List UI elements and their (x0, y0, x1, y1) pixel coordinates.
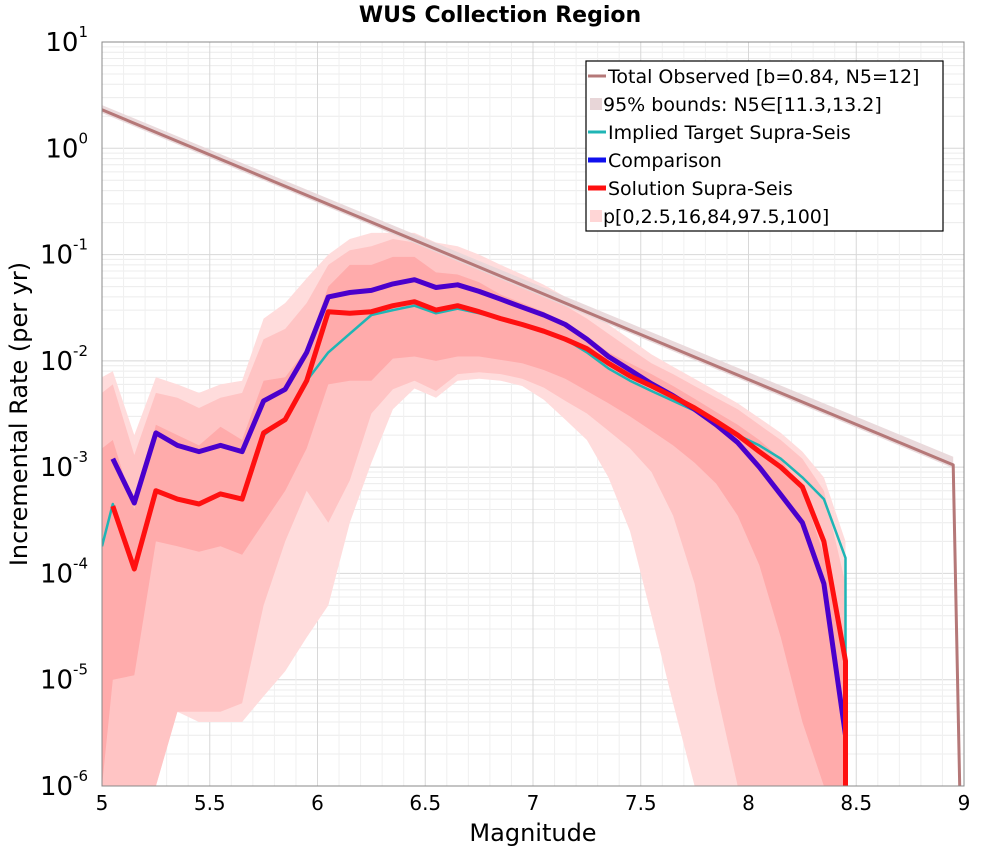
y-axis-ticks: 101 100 10-1 10-2 10-3 10-4 10-5 10-6 (40, 23, 88, 802)
y-tick-label: 100 (45, 129, 88, 164)
y-tick-label: 10-6 (40, 767, 88, 802)
legend-label: Solution Supra-Seis (608, 178, 793, 200)
x-axis-label: Magnitude (469, 819, 596, 847)
x-tick-label: 6.5 (409, 791, 441, 815)
legend-box (585, 60, 944, 232)
x-axis-ticks: 5 5.5 6 6.5 7 7.5 8 8.5 9 (96, 791, 971, 815)
x-tick-label: 5.5 (194, 791, 226, 815)
chart-title: WUS Collection Region (359, 3, 641, 28)
x-tick-label: 5 (96, 791, 109, 815)
y-tick-label: 10-2 (40, 342, 88, 377)
legend-label: Implied Target Supra-Seis (608, 122, 851, 144)
x-tick-label: 6 (311, 791, 324, 815)
x-tick-label: 7 (527, 791, 540, 815)
y-tick-label: 10-4 (40, 554, 88, 589)
y-tick-label: 101 (45, 23, 88, 58)
series-lines (102, 108, 962, 787)
x-tick-label: 8.5 (840, 791, 872, 815)
x-tick-label: 9 (958, 791, 971, 815)
legend-label: p[0,2.5,16,84,97.5,100] (603, 206, 829, 228)
x-tick-label: 7.5 (625, 791, 657, 815)
series-comparison (110, 277, 848, 786)
y-axis-label: Incremental Rate (per yr) (5, 262, 33, 566)
legend-label: Total Observed [b=0.84, N5=12] (607, 66, 919, 88)
legend-label: Comparison (608, 150, 722, 172)
legend-swatch (590, 210, 602, 222)
x-tick-label: 8 (742, 791, 755, 815)
series-total-observed (102, 108, 962, 787)
y-tick-label: 10-5 (40, 661, 88, 696)
legend: Total Observed [b=0.84, N5=12] 95% bounds… (585, 60, 944, 232)
legend-label: 95% bounds: N5∈[11.3,13.2] (603, 94, 882, 116)
plot-frame (101, 41, 965, 787)
y-tick-label: 10-1 (40, 236, 88, 271)
series-solution (110, 299, 848, 786)
legend-swatch (590, 98, 602, 110)
y-tick-label: 10-3 (40, 448, 88, 483)
